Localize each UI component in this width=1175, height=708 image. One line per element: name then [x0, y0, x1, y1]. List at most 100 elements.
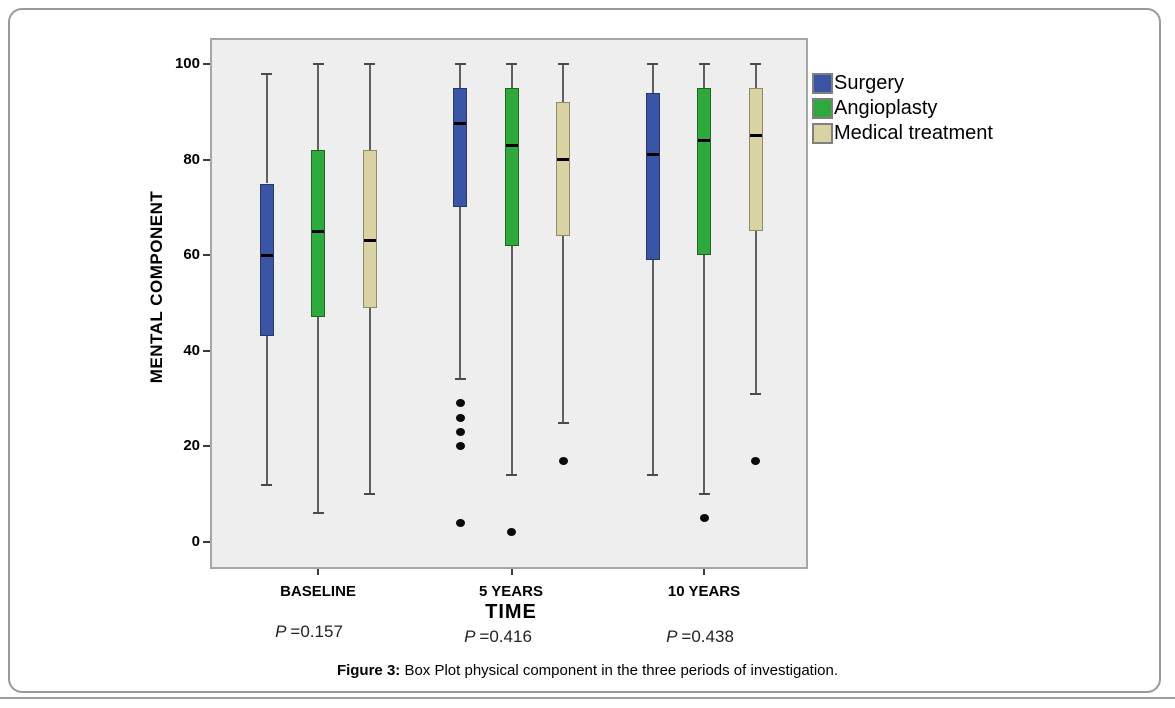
surgery-color-swatch — [812, 72, 833, 94]
lower-whisker-cap — [454, 378, 466, 381]
median-angioplasty-5-years — [505, 143, 518, 147]
lower-whisker-medical-treatment-baseline — [368, 307, 371, 495]
lower-whisker-cap — [647, 474, 658, 477]
upper-whisker-cap — [647, 63, 658, 65]
lower-whisker-cap — [364, 493, 375, 496]
p-value-5years: P =0.416 — [464, 627, 532, 647]
p-symbol: P — [275, 622, 287, 641]
upper-whisker-cap — [698, 63, 710, 65]
p-number: =0.438 — [681, 627, 734, 646]
upper-whisker-cap — [312, 63, 324, 65]
lower-whisker-cap — [698, 493, 710, 496]
lower-whisker-angioplasty-5-years — [510, 245, 513, 476]
p-number: =0.157 — [290, 622, 343, 641]
legend: Surgery Angioplasty Medical treatment — [812, 72, 993, 147]
outlier-angioplasty-5-years — [507, 528, 516, 537]
outlier-surgery-5-years — [455, 428, 465, 437]
angioplasty-color-swatch — [812, 97, 833, 119]
caption-label: Figure 3: — [336, 662, 401, 679]
caption-text: Box Plot physical component in the three… — [400, 662, 839, 679]
lower-whisker-cap — [750, 392, 761, 395]
upper-whisker-cap — [750, 63, 761, 65]
y-tick-mark — [203, 445, 210, 448]
y-tick-mark — [203, 254, 210, 257]
legend-item-medical-treatment: Medical treatment — [812, 122, 993, 144]
figure-caption: Figure 3: Box Plot physical component in… — [0, 662, 1175, 679]
median-angioplasty-baseline — [312, 229, 324, 233]
p-number: =0.416 — [479, 627, 532, 646]
median-angioplasty-10-years — [698, 138, 710, 142]
box-angioplasty-10-years — [697, 87, 711, 256]
box-medical-treatment-10-years — [748, 87, 763, 232]
x-tick-label-5years: 5 YEARS — [479, 583, 543, 600]
upper-whisker-medical-treatment-10-years — [754, 64, 757, 88]
legend-label: Angioplasty — [834, 97, 938, 119]
y-tick-label: 100 — [174, 55, 200, 72]
upper-whisker-angioplasty-5-years — [510, 64, 513, 88]
box-angioplasty-5-years — [504, 87, 519, 246]
outlier-surgery-5-years — [455, 413, 465, 422]
box-medical-treatment-5-years — [556, 102, 570, 237]
y-tick-mark — [203, 63, 210, 65]
x-tick-label-baseline: BASELINE — [280, 583, 356, 600]
upper-whisker-surgery-5-years — [459, 64, 461, 88]
y-tick-label: 60 — [183, 246, 200, 264]
upper-whisker-cap — [364, 63, 375, 65]
p-value-10years: P =0.438 — [666, 627, 734, 647]
upper-whisker-angioplasty-10-years — [703, 64, 705, 88]
lower-whisker-medical-treatment-10-years — [754, 231, 757, 394]
lower-whisker-surgery-5-years — [459, 207, 461, 380]
y-tick-label: 20 — [183, 437, 200, 455]
median-surgery-5-years — [454, 122, 466, 126]
lower-whisker-cap — [261, 483, 272, 486]
y-tick-label: 80 — [183, 150, 200, 168]
lower-whisker-angioplasty-baseline — [317, 317, 319, 514]
p-symbol: P — [666, 627, 678, 646]
page-divider — [0, 697, 1175, 699]
upper-whisker-cap — [454, 63, 466, 65]
upper-whisker-medical-treatment-baseline — [368, 64, 371, 151]
upper-whisker-cap — [506, 63, 517, 65]
lower-whisker-cap — [557, 421, 569, 424]
median-surgery-10-years — [646, 153, 659, 157]
outlier-medical-treatment-10-years — [751, 456, 760, 465]
box-angioplasty-baseline — [311, 150, 325, 318]
outlier-surgery-5-years — [455, 442, 465, 451]
y-tick-label: 0 — [191, 533, 200, 550]
outlier-surgery-5-years — [455, 518, 465, 527]
x-tick-mark — [703, 569, 705, 575]
median-medical-treatment-10-years — [749, 134, 762, 138]
median-medical-treatment-baseline — [363, 239, 376, 243]
upper-whisker-surgery-baseline — [265, 73, 268, 184]
medical-treatment-color-swatch — [812, 122, 833, 144]
p-symbol: P — [464, 627, 476, 646]
upper-whisker-medical-treatment-5-years — [562, 64, 564, 103]
outlier-surgery-5-years — [455, 399, 465, 408]
p-value-baseline: P =0.157 — [275, 622, 343, 642]
upper-whisker-surgery-10-years — [651, 64, 654, 93]
median-surgery-baseline — [260, 253, 273, 257]
legend-label: Surgery — [834, 72, 905, 94]
legend-label: Medical treatment — [834, 122, 993, 144]
x-tick-mark — [510, 569, 513, 575]
box-surgery-baseline — [259, 183, 274, 337]
lower-whisker-cap — [312, 512, 324, 515]
y-tick-mark — [203, 158, 210, 161]
upper-whisker-cap — [557, 63, 569, 65]
upper-whisker-angioplasty-baseline — [317, 64, 319, 151]
lower-whisker-angioplasty-10-years — [703, 255, 705, 495]
lower-whisker-medical-treatment-5-years — [562, 236, 564, 423]
x-tick-label-10years: 10 YEARS — [667, 583, 741, 600]
y-tick-label: 40 — [183, 341, 200, 359]
legend-item-surgery: Surgery — [812, 72, 993, 94]
legend-item-angioplasty: Angioplasty — [812, 97, 993, 119]
outlier-angioplasty-10-years — [699, 514, 709, 523]
median-medical-treatment-5-years — [557, 158, 569, 162]
lower-whisker-cap — [506, 474, 517, 477]
upper-whisker-cap — [261, 72, 272, 75]
lower-whisker-surgery-10-years — [651, 259, 654, 476]
y-tick-mark — [203, 541, 210, 543]
x-axis-title: TIME — [485, 601, 537, 623]
x-tick-mark — [317, 569, 319, 575]
